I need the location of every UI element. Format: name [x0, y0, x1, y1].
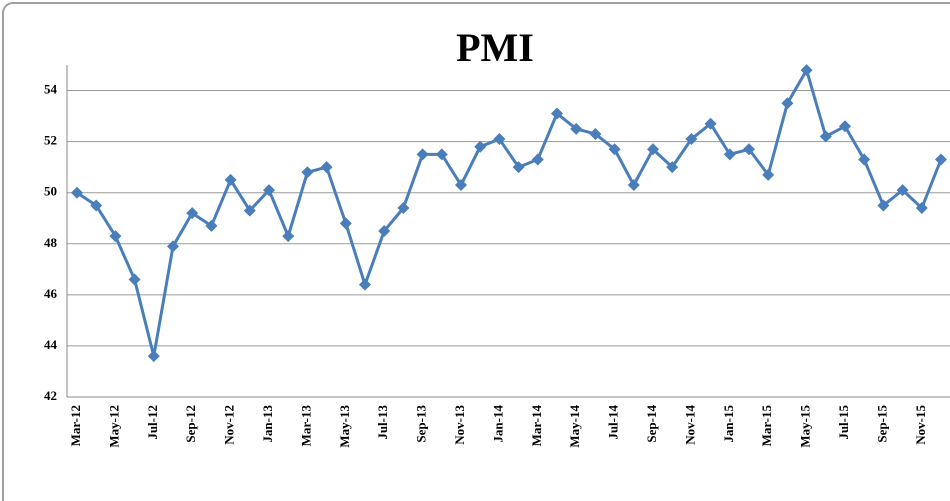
data-point: [800, 64, 813, 77]
x-tick-label: Mar-14: [529, 405, 544, 447]
x-tick-label: Jan-15: [721, 405, 736, 443]
data-point: [282, 230, 295, 243]
x-tick-label: May-12: [106, 405, 121, 448]
data-point: [205, 219, 218, 232]
x-tick-label: Jul-15: [836, 405, 851, 440]
data-point: [263, 184, 275, 197]
x-tick-label: Mar-12: [68, 405, 83, 446]
data-point: [704, 117, 717, 130]
x-tick-label: Sep-13: [414, 405, 429, 443]
x-tick-label: Sep-12: [183, 405, 198, 443]
data-point: [819, 130, 832, 143]
data-point: [186, 207, 199, 220]
x-tick-label: Jan-13: [260, 405, 275, 443]
data-point: [493, 133, 506, 146]
y-tick-label: 42: [44, 388, 57, 403]
data-point: [397, 202, 410, 215]
data-point: [359, 278, 371, 291]
data-point: [167, 240, 179, 253]
data-point: [685, 133, 698, 146]
x-tick-label: Nov-14: [682, 405, 697, 445]
data-point: [435, 148, 448, 161]
data-point: [608, 143, 621, 156]
x-tick-label: Jan-14: [490, 405, 505, 443]
data-point: [666, 161, 679, 174]
data-point: [416, 148, 429, 161]
data-point: [301, 166, 314, 179]
y-tick-label: 48: [44, 235, 58, 250]
x-tick-label: Mar-13: [298, 405, 313, 447]
data-point: [474, 140, 487, 153]
data-point: [551, 107, 563, 120]
data-point: [128, 273, 141, 286]
data-point: [455, 179, 467, 192]
data-point: [839, 120, 851, 133]
data-point: [147, 350, 160, 363]
x-tick-label: Jul-12: [145, 405, 160, 440]
x-tick-label: May-13: [337, 405, 352, 448]
data-point: [90, 199, 103, 212]
y-tick-label: 44: [44, 337, 58, 352]
y-tick-label: 46: [44, 286, 58, 301]
data-point: [512, 161, 525, 174]
data-point: [935, 153, 947, 166]
x-tick-label: Sep-15: [874, 405, 889, 443]
data-point: [627, 179, 640, 192]
x-tick-label: Nov-13: [452, 405, 467, 445]
chart-title: PMI: [456, 25, 534, 70]
data-point: [570, 122, 583, 135]
x-tick-label: Mar-15: [759, 405, 774, 447]
data-point: [531, 153, 544, 166]
data-point: [224, 173, 237, 186]
y-tick-label: 54: [44, 82, 58, 97]
series-line: [76, 66, 943, 357]
data-point: [243, 204, 256, 217]
data-point: [877, 199, 890, 212]
data-point: [71, 186, 83, 199]
data-point: [743, 143, 755, 156]
x-tick-label: May-14: [567, 405, 582, 448]
x-tick-label: Nov-15: [913, 405, 928, 445]
x-tick-label: Jul-13: [375, 405, 390, 440]
data-point: [896, 184, 909, 197]
data-point: [378, 225, 391, 237]
data-point: [109, 230, 122, 243]
data-point: [915, 202, 928, 215]
data-point: [858, 153, 871, 166]
x-tick-label: May-15: [798, 405, 813, 448]
y-tick-label: 50: [44, 184, 57, 199]
data-point: [647, 143, 659, 156]
data-point: [781, 97, 794, 110]
y-tick-label: 52: [44, 133, 57, 148]
data-point: [589, 127, 602, 140]
x-tick-label: Jul-14: [606, 405, 621, 440]
data-point: [320, 161, 333, 174]
x-tick-label: Nov-12: [222, 405, 237, 445]
data-point: [723, 148, 736, 161]
data-point: [762, 168, 775, 181]
data-point: [339, 217, 352, 230]
x-tick-label: Sep-14: [644, 405, 659, 443]
